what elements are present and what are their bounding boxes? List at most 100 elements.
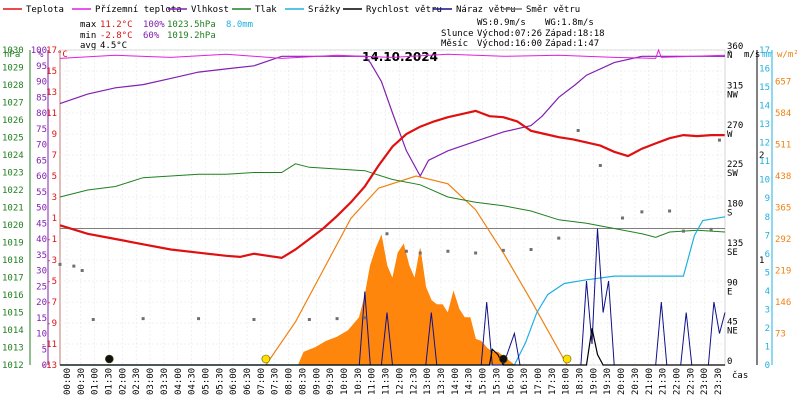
series-precipitation (60, 216, 726, 366)
x-tick-label: 19:30 (603, 368, 613, 395)
dir-tick-sub: S (727, 209, 732, 219)
legend-item: Teplota (3, 5, 64, 15)
temp-tick-label: 9 (52, 130, 57, 140)
sunrise-time: Východ:07:26 (477, 29, 542, 39)
wind-direction-point (717, 138, 721, 142)
dir-tick-sub: E (727, 287, 732, 297)
series-sunshine-area (297, 234, 516, 366)
moonrise-marker (499, 354, 508, 364)
hpa-tick-label: 1025 (2, 134, 24, 144)
x-tick-label: 13:00 (423, 368, 433, 395)
dir-tick-label: 315 (727, 81, 743, 91)
x-tick-label: 09:30 (326, 368, 336, 395)
dir-tick-label: 180 (727, 200, 743, 210)
wind-direction-point (141, 317, 145, 321)
x-tick-label: 03:00 (146, 368, 156, 395)
x-tick-label: 16:30 (520, 368, 530, 395)
stats-min-temp: -2.8°C (100, 31, 133, 41)
temp-tick-label: 3 (52, 193, 57, 203)
hpa-tick-label: 1016 (2, 291, 24, 301)
temp-tick-label: -7 (46, 298, 57, 308)
x-tick-label: 12:00 (395, 368, 405, 395)
hpa-tick-label: 1023 (2, 169, 24, 179)
mm-tick-label: 6 (765, 250, 770, 260)
pct-tick-label: 10 (36, 330, 47, 340)
x-tick-label: 15:00 (479, 368, 489, 395)
wind-direction-point (335, 317, 339, 321)
pct-tick-label: 5 (42, 345, 47, 355)
legend: Teplota Přízemní teplota Vlhkost Tlak Sr… (3, 5, 580, 15)
mm-tick-label: 13 (759, 120, 770, 130)
pct-tick-label: 30 (36, 267, 47, 277)
dir-tick-label: 225 (727, 160, 743, 170)
mm-tick-label: 11 (759, 157, 770, 167)
x-tick-label: 10:00 (340, 368, 350, 395)
wind-direction-point (418, 251, 422, 255)
wind-direction-point (576, 129, 580, 132)
legend-label: Přízemní teplota (95, 5, 182, 15)
x-tick-label: 06:30 (243, 368, 253, 395)
stats-max-temp: 11.2°C (100, 20, 133, 30)
x-tick-label: 06:00 (229, 368, 239, 395)
wind-direction-point (501, 248, 505, 252)
hpa-tick-label: 1030 (2, 46, 24, 56)
x-tick-label: 05:30 (215, 368, 225, 395)
legend-label: Vlhkost (191, 5, 229, 15)
stats-max-label: max (80, 20, 97, 30)
hpa-tick-label: 1014 (2, 326, 24, 336)
x-tick-label: 07:30 (271, 368, 281, 395)
pct-tick-label: 95 (36, 62, 47, 72)
stats-max-hum: 100% (143, 20, 165, 30)
wind-direction-point (58, 262, 62, 266)
wm2-tick-label: 146 (775, 298, 791, 308)
pct-tick-label: 65 (36, 156, 47, 166)
x-tick-label: 01:30 (104, 368, 114, 395)
hpa-axis-unit: hPa (4, 50, 20, 60)
dir-tick-sub: SE (727, 248, 738, 258)
pct-tick-label: 90 (36, 78, 47, 88)
x-tick-label: 12:30 (409, 368, 419, 395)
dir-tick-label: 90 (727, 278, 738, 288)
hpa-tick-label: 1017 (2, 274, 24, 284)
temp-tick-label: -13 (41, 361, 57, 371)
sunset-time: Západ:18:18 (545, 29, 605, 39)
x-tick-label: 17:30 (548, 368, 558, 395)
wm2-tick-label: 511 (775, 141, 791, 151)
hpa-tick-label: 1029 (2, 64, 24, 74)
x-tick-label: 19:00 (589, 368, 599, 395)
hpa-tick-label: 1022 (2, 186, 24, 196)
legend-item: Rychlost větru (343, 5, 442, 15)
x-tick-label: 21:30 (659, 368, 669, 395)
stats-min-hum: 60% (143, 31, 160, 41)
temp-axis-unit: °C (57, 50, 68, 60)
wind-direction-point (681, 229, 685, 233)
dir-tick-label: 135 (727, 239, 743, 249)
stats-avg-temp: 4.5°C (100, 41, 127, 51)
mm-tick-label: 5 (765, 268, 770, 278)
series-wind-speed (60, 328, 725, 366)
mm-tick-label: 10 (759, 176, 770, 186)
wind-direction-point (72, 264, 76, 268)
x-tick-label: 00:00 (63, 368, 73, 395)
wm2-tick-label: 73 (775, 330, 786, 340)
x-tick-label: 11:30 (382, 368, 392, 395)
x-tick-label: 23:30 (714, 368, 724, 395)
wm2-tick-label: 219 (775, 267, 791, 277)
pct-tick-label: 70 (36, 141, 47, 151)
wind-direction-point (640, 210, 644, 214)
ms-axis-unit: m/s (744, 50, 760, 60)
mm-tick-label: 7 (765, 231, 770, 241)
hpa-tick-label: 1015 (2, 309, 24, 319)
hpa-tick-label: 1020 (2, 221, 24, 231)
wind-direction-point (529, 248, 533, 251)
stats-block: max 11.2°C 100% 1023.5hPa 8.0mm min -2.8… (80, 18, 605, 51)
stats-wg: WG:1.8m/s (545, 18, 594, 28)
wm2-axis-unit: w/m² (777, 50, 799, 60)
temp-tick-label: -1 (46, 235, 57, 245)
x-axis-label: čas (732, 370, 748, 381)
x-tick-label: 04:30 (188, 368, 198, 395)
legend-item: Přízemní teplota (72, 5, 182, 15)
wind-direction-point (668, 209, 672, 213)
series-temperature (59, 109, 725, 260)
dir-tick-label: 0 (727, 357, 732, 367)
